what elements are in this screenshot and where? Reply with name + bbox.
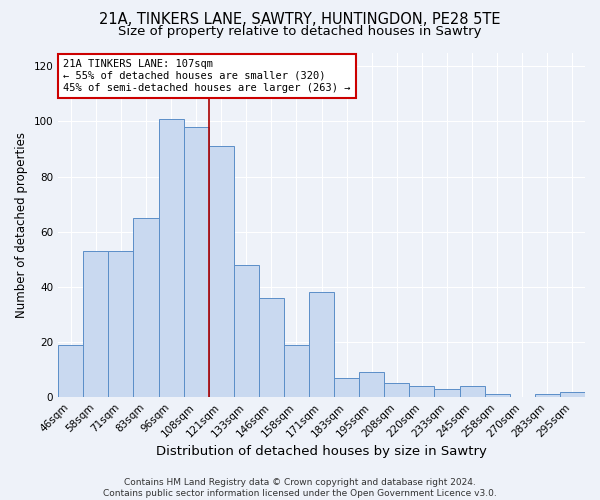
Bar — [359, 372, 385, 397]
Text: 21A TINKERS LANE: 107sqm
← 55% of detached houses are smaller (320)
45% of semi-: 21A TINKERS LANE: 107sqm ← 55% of detach… — [64, 60, 351, 92]
Bar — [409, 386, 434, 397]
Bar — [560, 392, 585, 397]
Y-axis label: Number of detached properties: Number of detached properties — [15, 132, 28, 318]
Bar — [109, 251, 133, 397]
Bar — [334, 378, 359, 397]
Bar — [58, 345, 83, 397]
Bar — [460, 386, 485, 397]
Bar — [158, 118, 184, 397]
Bar — [83, 251, 109, 397]
X-axis label: Distribution of detached houses by size in Sawtry: Distribution of detached houses by size … — [156, 444, 487, 458]
Text: Size of property relative to detached houses in Sawtry: Size of property relative to detached ho… — [118, 25, 482, 38]
Bar — [209, 146, 234, 397]
Bar — [284, 345, 309, 397]
Bar — [259, 298, 284, 397]
Text: 21A, TINKERS LANE, SAWTRY, HUNTINGDON, PE28 5TE: 21A, TINKERS LANE, SAWTRY, HUNTINGDON, P… — [99, 12, 501, 28]
Bar — [234, 265, 259, 397]
Bar — [535, 394, 560, 397]
Bar — [385, 384, 409, 397]
Bar — [434, 389, 460, 397]
Bar — [309, 292, 334, 397]
Bar — [184, 127, 209, 397]
Bar — [485, 394, 510, 397]
Text: Contains HM Land Registry data © Crown copyright and database right 2024.
Contai: Contains HM Land Registry data © Crown c… — [103, 478, 497, 498]
Bar — [133, 218, 158, 397]
